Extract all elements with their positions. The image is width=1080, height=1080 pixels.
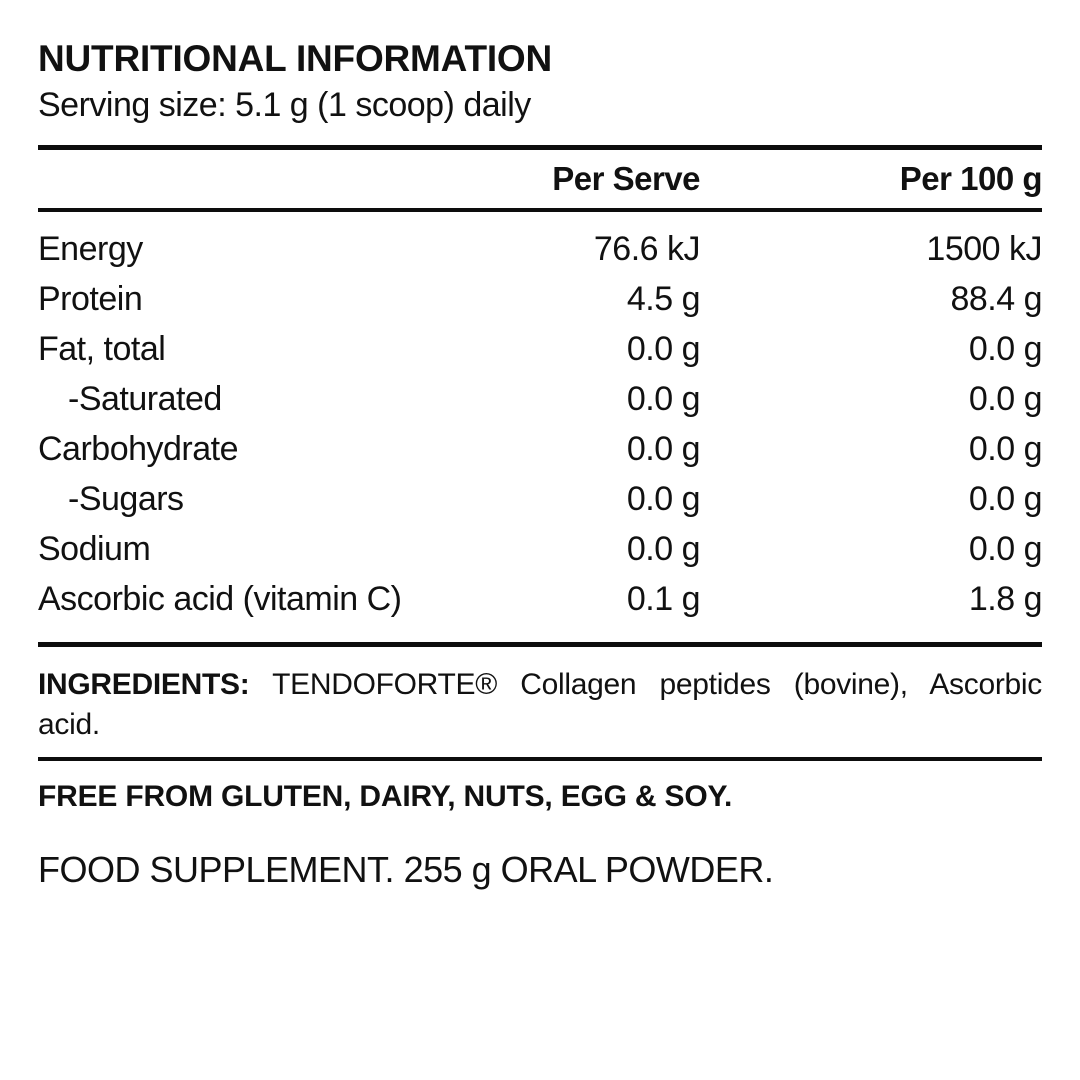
per-serve-value: 0.1 g xyxy=(626,579,701,618)
table-row: -Sugars 0.0 g 0.0 g xyxy=(38,474,1043,524)
table-row: -Saturated 0.0 g 0.0 g xyxy=(38,374,1043,424)
per-100g-value: 0.0 g xyxy=(968,429,1043,468)
column-header-per-serve: Per Serve xyxy=(552,160,700,197)
nutrient-name: -Saturated xyxy=(68,379,222,418)
table-row: Ascorbic acid (vitamin C) 0.1 g 1.8 g xyxy=(38,574,1043,624)
nutrient-name: Ascorbic acid (vitamin C) xyxy=(38,579,402,618)
per-100g-value: 1.8 g xyxy=(968,579,1043,618)
per-serve-value: 0.0 g xyxy=(626,479,701,518)
nutrition-table: Per Serve Per 100 g Energy 76.6 kJ 1500 … xyxy=(38,145,1043,647)
free-from-statement: FREE FROM GLUTEN, DAIRY, NUTS, EGG & SOY… xyxy=(38,780,733,813)
nutrient-name: Carbohydrate xyxy=(38,429,239,468)
nutrient-name: Energy xyxy=(38,229,143,268)
per-serve-value: 0.0 g xyxy=(626,429,701,468)
page-title: NUTRITIONAL INFORMATION xyxy=(38,38,553,79)
per-serve-value: 0.0 g xyxy=(626,379,701,418)
ingredients-text-line2: acid. xyxy=(38,708,100,741)
nutrient-name: Protein xyxy=(38,279,143,318)
per-100g-value: 0.0 g xyxy=(968,479,1043,518)
nutrition-table-body: Energy 76.6 kJ 1500 kJ Protein 4.5 g 88.… xyxy=(38,212,1043,642)
per-100g-value: 1500 kJ xyxy=(926,229,1042,268)
table-row: Carbohydrate 0.0 g 0.0 g xyxy=(38,424,1043,474)
ingredients-line1: INGREDIENTS: TENDOFORTE® Collagen peptid… xyxy=(38,665,1042,705)
per-serve-value: 76.6 kJ xyxy=(593,229,701,268)
ingredients-text-line1: TENDOFORTE® Collagen peptides (bovine), … xyxy=(272,668,1042,701)
per-100g-value: 0.0 g xyxy=(968,379,1043,418)
per-serve-value: 0.0 g xyxy=(626,529,701,568)
table-row: Fat, total 0.0 g 0.0 g xyxy=(38,324,1043,374)
table-row: Protein 4.5 g 88.4 g xyxy=(38,274,1043,324)
column-header-per-100g: Per 100 g xyxy=(899,160,1043,197)
per-100g-value: 0.0 g xyxy=(968,529,1043,568)
per-serve-value: 4.5 g xyxy=(626,279,701,318)
serving-size-text: Serving size: 5.1 g (1 scoop) daily xyxy=(38,86,531,124)
ingredients-paragraph: INGREDIENTS: TENDOFORTE® Collagen peptid… xyxy=(38,665,1042,745)
table-row: Sodium 0.0 g 0.0 g xyxy=(38,524,1043,574)
nutrient-name: -Sugars xyxy=(68,479,184,518)
nutrient-name: Sodium xyxy=(38,529,151,568)
section-divider xyxy=(38,757,1042,761)
nutrition-label: NUTRITIONAL INFORMATION Serving size: 5.… xyxy=(38,0,1043,893)
ingredients-label: INGREDIENTS: xyxy=(38,668,250,701)
per-serve-value: 0.0 g xyxy=(626,329,701,368)
supplement-statement: FOOD SUPPLEMENT. 255 g ORAL POWDER. xyxy=(38,849,774,890)
per-100g-value: 0.0 g xyxy=(968,329,1043,368)
table-row: Energy 76.6 kJ 1500 kJ xyxy=(38,224,1043,274)
per-100g-value: 88.4 g xyxy=(950,279,1042,318)
nutrition-table-header: Per Serve Per 100 g xyxy=(38,150,1043,212)
nutrient-name: Fat, total xyxy=(38,329,166,368)
